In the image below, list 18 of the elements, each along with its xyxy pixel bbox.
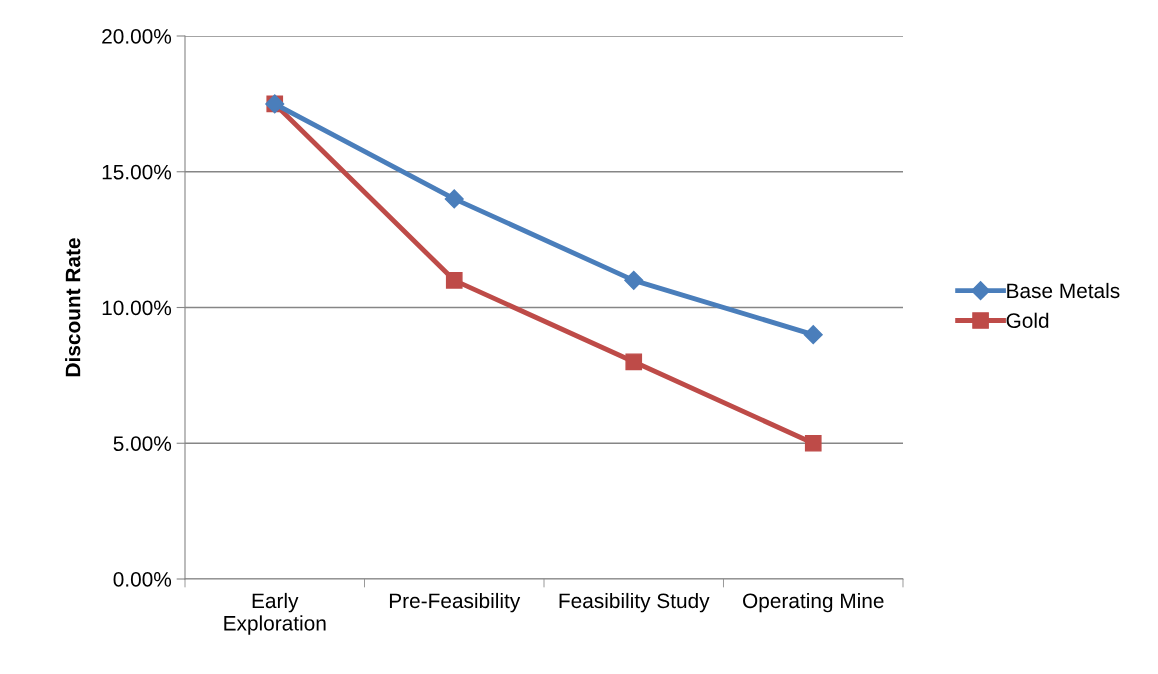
x-tick-label: Early Exploration xyxy=(224,592,326,635)
x-tick-label: Feasibility Study xyxy=(559,592,710,613)
y-tick-label: 0.00% xyxy=(113,572,172,587)
y-tick-label: 20.00% xyxy=(102,29,172,44)
legend-label: Gold xyxy=(1006,312,1049,329)
y-axis-title: Discount Rate xyxy=(65,238,81,377)
point xyxy=(624,270,644,290)
point xyxy=(444,189,464,209)
y-tick-label: 15.00% xyxy=(102,164,172,180)
x-tick-label: Operating Mine xyxy=(743,592,884,613)
point xyxy=(445,272,463,289)
y-tick-label: 5.00% xyxy=(113,436,172,451)
legend-label: Base Metals xyxy=(1007,282,1120,299)
x-tick-label: Pre-Feasibility xyxy=(389,592,521,613)
point xyxy=(803,325,823,345)
point xyxy=(804,434,822,452)
y-tick-label: 10.00% xyxy=(102,300,172,316)
point xyxy=(625,353,643,371)
